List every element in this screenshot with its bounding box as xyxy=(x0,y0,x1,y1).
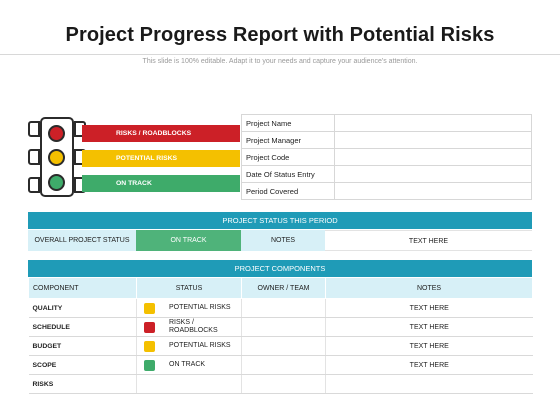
traffic-light-wing-left-bottom xyxy=(28,177,40,193)
notes-cell[interactable]: TEXT HERE xyxy=(325,355,533,375)
info-row: Date Of Status Entry xyxy=(241,165,532,183)
notes-cell[interactable]: TEXT HERE xyxy=(325,317,533,337)
overall-notes-value[interactable]: TEXT HERE xyxy=(325,230,532,251)
legend-red-band: RISKS / ROADBLOCKS xyxy=(82,125,240,142)
table-row: BUDGET POTENTIAL RISKS TEXT HERE xyxy=(28,336,533,356)
info-label: Project Manager xyxy=(241,131,335,149)
status-cell: ON TRACK xyxy=(136,355,242,375)
owner-cell[interactable] xyxy=(241,355,326,375)
component-name: SCHEDULE xyxy=(28,317,137,337)
traffic-light-wing-left-mid xyxy=(28,149,40,165)
column-header: NOTES xyxy=(325,277,533,299)
info-label: Date Of Status Entry xyxy=(241,165,335,183)
legend-green-band: ON TRACK xyxy=(82,175,240,192)
owner-cell[interactable] xyxy=(241,336,326,356)
status-swatch-icon xyxy=(144,302,155,314)
traffic-light-icon xyxy=(28,117,86,197)
notes-cell[interactable]: TEXT HERE xyxy=(325,336,533,356)
overall-status-value: ON TRACK xyxy=(136,230,241,251)
status-cell: POTENTIAL RISKS xyxy=(136,336,242,356)
status-text: POTENTIAL RISKS xyxy=(169,342,231,349)
component-name: SCOPE xyxy=(28,355,137,375)
column-header: COMPONENT xyxy=(28,277,137,299)
status-swatch-icon xyxy=(144,340,155,352)
component-name: QUALITY xyxy=(28,298,137,318)
info-label: Project Name xyxy=(241,114,335,132)
table-row: SCOPE ON TRACK TEXT HERE xyxy=(28,355,533,375)
column-header: OWNER / TEAM xyxy=(241,277,326,299)
info-label: Project Code xyxy=(241,148,335,166)
info-row: Project Manager xyxy=(241,131,532,149)
page-title: Project Progress Report with Potential R… xyxy=(65,24,495,46)
column-header: STATUS xyxy=(136,277,242,299)
project-manager-field[interactable] xyxy=(334,131,532,149)
component-name: BUDGET xyxy=(28,336,137,356)
components-heading: PROJECT COMPONENTS xyxy=(28,260,532,277)
owner-cell[interactable] xyxy=(241,298,326,318)
notes-cell[interactable] xyxy=(325,374,533,394)
component-name: RISKS xyxy=(28,374,137,394)
project-info-table: Project Name Project Manager Project Cod… xyxy=(241,114,532,200)
status-text: RISKS / ROADBLOCKS xyxy=(169,319,218,334)
info-row: Project Name xyxy=(241,114,532,132)
status-swatch-icon xyxy=(144,321,155,333)
table-row: SCHEDULE RISKS / ROADBLOCKS TEXT HERE xyxy=(28,317,533,337)
table-row: QUALITY POTENTIAL RISKS TEXT HERE xyxy=(28,298,533,318)
overall-status-label: OVERALL PROJECT STATUS xyxy=(28,230,136,251)
green-lamp-icon xyxy=(48,174,65,191)
status-date-field[interactable] xyxy=(334,165,532,183)
owner-cell[interactable] xyxy=(241,374,326,394)
status-swatch-icon xyxy=(144,359,155,371)
status-cell: POTENTIAL RISKS xyxy=(136,298,242,318)
traffic-light-wing-left-top xyxy=(28,121,40,137)
notes-label: NOTES xyxy=(241,230,325,251)
overall-status-row: OVERALL PROJECT STATUS ON TRACK NOTES TE… xyxy=(28,230,532,251)
period-covered-field[interactable] xyxy=(334,182,532,200)
owner-cell[interactable] xyxy=(241,317,326,337)
page-subtitle: This slide is 100% editable. Adapt it to… xyxy=(142,58,418,65)
notes-cell[interactable]: TEXT HERE xyxy=(325,298,533,318)
table-row: RISKS xyxy=(28,374,533,394)
red-lamp-icon xyxy=(48,125,65,142)
status-cell: RISKS / ROADBLOCKS xyxy=(136,317,242,337)
header-divider xyxy=(0,54,560,55)
yellow-lamp-icon xyxy=(48,149,65,166)
components-table: COMPONENT STATUS OWNER / TEAM NOTES QUAL… xyxy=(28,277,533,394)
components-header-row: COMPONENT STATUS OWNER / TEAM NOTES xyxy=(28,277,533,299)
status-cell[interactable] xyxy=(136,374,242,394)
status-text: ON TRACK xyxy=(169,361,206,368)
status-text: POTENTIAL RISKS xyxy=(169,304,231,311)
project-name-field[interactable] xyxy=(334,114,532,132)
status-period-heading: PROJECT STATUS THIS PERIOD xyxy=(28,212,532,229)
project-code-field[interactable] xyxy=(334,148,532,166)
legend-yellow-band: POTENTIAL RISKS xyxy=(82,150,240,167)
info-label: Period Covered xyxy=(241,182,335,200)
info-row: Period Covered xyxy=(241,182,532,200)
info-row: Project Code xyxy=(241,148,532,166)
